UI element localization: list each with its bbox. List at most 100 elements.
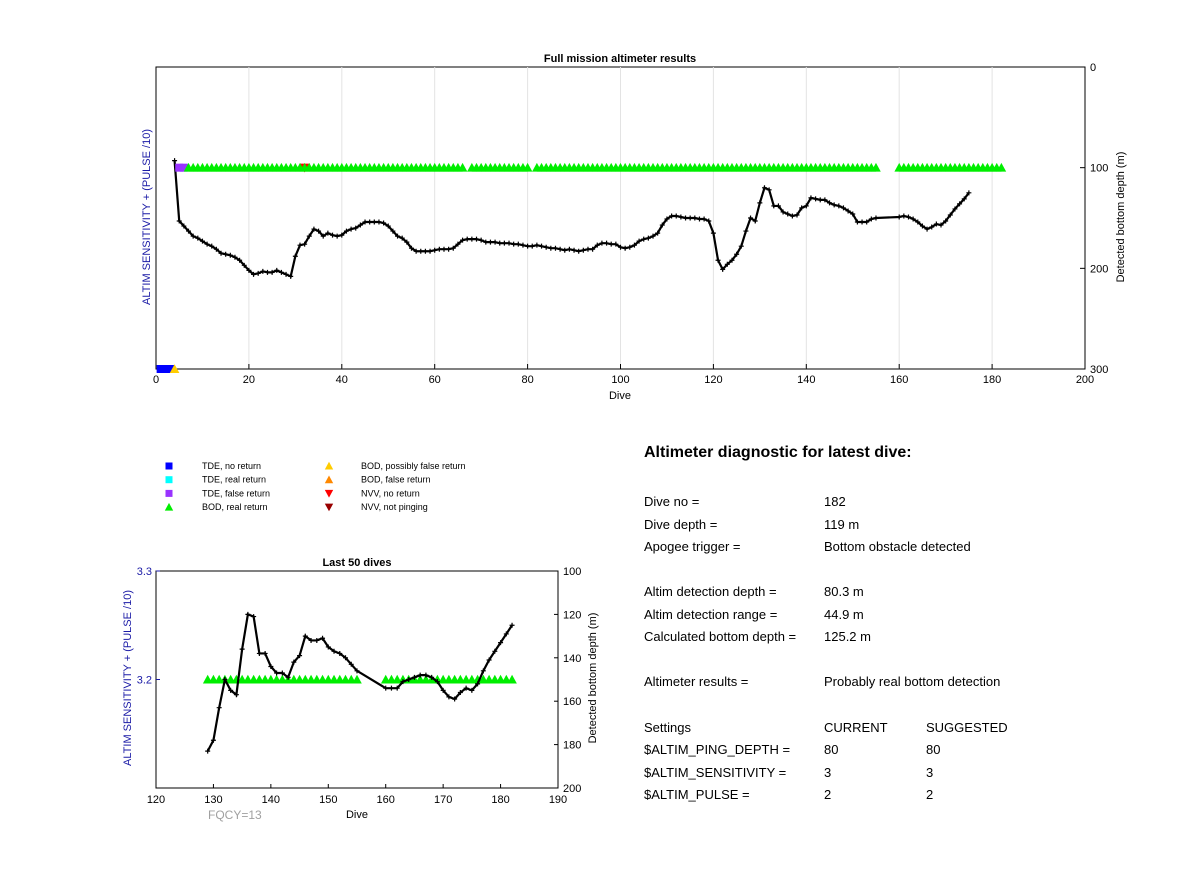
top-depth-point bbox=[534, 242, 540, 248]
top-marker-tde-false-return bbox=[175, 163, 184, 172]
bottom-depth-point bbox=[348, 661, 354, 667]
top-depth-point bbox=[283, 271, 289, 277]
top-depth-point bbox=[868, 216, 874, 222]
bottom-depth-point bbox=[222, 677, 228, 682]
top-depth-point bbox=[720, 266, 726, 272]
top-depth-point bbox=[381, 220, 387, 226]
legend: TDE, no return TDE, real return TDE, false… bbox=[164, 461, 466, 512]
top-x-tick-label: 60 bbox=[429, 374, 441, 386]
results-value: Probably real bottom detection bbox=[824, 674, 1001, 689]
bottom-depth-point bbox=[308, 637, 314, 643]
bottom-x-tick-label: 160 bbox=[377, 794, 395, 806]
top-marker-tde-no-return bbox=[156, 365, 165, 373]
bottom-bottom-depth-line bbox=[205, 611, 515, 754]
bottom-depth-point bbox=[475, 681, 481, 687]
top-y-tick-label: 200 bbox=[1090, 263, 1108, 275]
top-depth-point bbox=[757, 200, 763, 206]
top-depth-point bbox=[343, 228, 349, 234]
top-bottom-depth-line bbox=[172, 158, 972, 279]
top-depth-point bbox=[432, 247, 438, 253]
bottom-depth-point bbox=[498, 640, 504, 646]
top-depth-point bbox=[464, 236, 470, 242]
top-depth-point bbox=[729, 257, 735, 263]
top-depth-point bbox=[687, 215, 693, 221]
top-depth-point bbox=[864, 219, 870, 225]
top-depth-point bbox=[376, 219, 382, 225]
bottom-y-right-label: Detected bottom depth (m) bbox=[587, 613, 599, 744]
top-marker-bod-possibly-false-return bbox=[169, 364, 180, 373]
top-depth-point bbox=[306, 233, 312, 239]
top-depth-point bbox=[334, 233, 340, 239]
top-depth-point bbox=[910, 216, 916, 222]
results-label: Altimeter results = bbox=[644, 674, 749, 689]
top-depth-point bbox=[478, 237, 484, 243]
top-depth-point bbox=[813, 196, 819, 202]
top-depth-point bbox=[529, 243, 535, 249]
bottom-x-tick-label: 130 bbox=[204, 794, 222, 806]
top-depth-point bbox=[506, 240, 512, 246]
top-depth-point bbox=[901, 213, 907, 219]
top-depth-point bbox=[655, 230, 661, 236]
bottom-depth-point bbox=[262, 650, 268, 656]
top-depth-point bbox=[854, 219, 860, 225]
top-depth-point bbox=[474, 236, 480, 242]
bottom-depth-point bbox=[268, 663, 274, 669]
ping-depth-current: 80 bbox=[824, 742, 839, 757]
top-marker-bod-real-return bbox=[457, 162, 468, 172]
top-depth-point bbox=[292, 253, 298, 259]
bottom-depth-point bbox=[325, 644, 331, 650]
apogee-label: Apogee trigger = bbox=[644, 539, 741, 554]
bottom-depth-point bbox=[417, 672, 423, 678]
top-depth-point bbox=[450, 245, 456, 251]
top-depth-point bbox=[678, 214, 684, 220]
bottom-depth-point bbox=[457, 690, 463, 696]
top-depth-point bbox=[408, 245, 414, 251]
top-depth-point bbox=[543, 244, 549, 250]
bottom-chart-title: Last 50 dives bbox=[322, 557, 391, 569]
top-depth-point bbox=[446, 246, 452, 252]
pulse-current: 2 bbox=[824, 787, 832, 802]
top-depth-point bbox=[209, 243, 215, 249]
top-depth-point bbox=[943, 218, 949, 224]
top-depth-point bbox=[966, 190, 972, 196]
top-depth-point bbox=[836, 203, 842, 209]
legend-label: NVV, not pinging bbox=[361, 502, 428, 512]
top-depth-point bbox=[822, 197, 828, 203]
bottom-y-left-tick-label: 3.2 bbox=[137, 675, 152, 687]
top-depth-point bbox=[385, 223, 391, 229]
top-depth-point bbox=[645, 235, 651, 241]
top-depth-point bbox=[673, 213, 679, 219]
bottom-depth-point bbox=[216, 705, 222, 711]
top-depth-point bbox=[223, 251, 229, 257]
top-x-tick-label: 40 bbox=[336, 374, 348, 386]
top-depth-point bbox=[172, 158, 178, 164]
top-depth-point bbox=[213, 246, 219, 252]
dive-no-value: 182 bbox=[824, 494, 846, 509]
dive-no-label: Dive no = bbox=[644, 494, 700, 509]
pulse-label: $ALTIM_PULSE = bbox=[644, 787, 750, 802]
top-depth-point bbox=[218, 250, 224, 256]
top-y-left-label: ALTIM SENSITIVITY + (PULSE /10) bbox=[141, 129, 153, 305]
top-depth-point bbox=[873, 215, 879, 221]
top-depth-point bbox=[817, 197, 823, 203]
top-depth-point bbox=[761, 185, 767, 191]
bottom-x-label: Dive bbox=[346, 809, 368, 821]
top-depth-point bbox=[255, 270, 261, 276]
top-depth-point bbox=[237, 257, 243, 263]
top-depth-point bbox=[418, 248, 424, 254]
top-depth-point bbox=[933, 221, 939, 227]
top-depth-point bbox=[696, 216, 702, 222]
top-depth-point bbox=[520, 242, 526, 248]
bottom-depth-point bbox=[480, 668, 486, 674]
sensitivity-current: 3 bbox=[824, 765, 832, 780]
legend-label: BOD, false return bbox=[361, 475, 431, 485]
top-depth-point bbox=[613, 241, 619, 247]
bottom-depth-point bbox=[279, 670, 285, 676]
bottom-y-right-tick-label: 160 bbox=[563, 696, 581, 708]
top-depth-point bbox=[650, 233, 656, 239]
top-depth-point bbox=[511, 241, 517, 247]
top-depth-point bbox=[608, 241, 614, 247]
top-depth-point bbox=[227, 252, 233, 258]
top-depth-point bbox=[957, 201, 963, 207]
